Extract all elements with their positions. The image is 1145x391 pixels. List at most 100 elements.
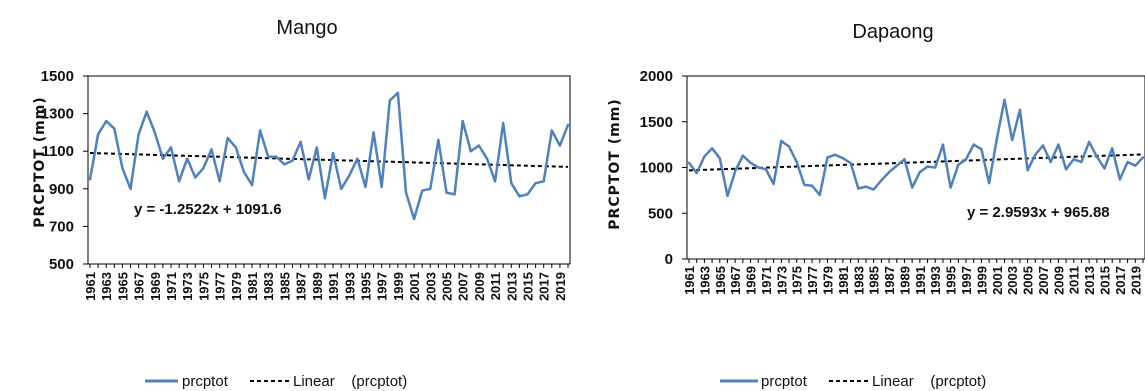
x-tick-label: 1961 xyxy=(682,266,697,295)
data-point xyxy=(964,158,968,161)
data-point xyxy=(926,165,929,168)
data-point xyxy=(177,180,181,183)
x-tick-label: 1993 xyxy=(342,272,357,301)
data-point xyxy=(1095,155,1099,158)
legend: prcptot Linear (prcptot) xyxy=(145,373,407,390)
data-point xyxy=(795,160,798,164)
data-point xyxy=(1126,160,1129,164)
x-tick-label: 2003 xyxy=(1005,266,1020,295)
data-point xyxy=(687,161,691,165)
data-point xyxy=(396,91,400,95)
data-point xyxy=(534,181,537,185)
data-point xyxy=(137,133,140,136)
data-point xyxy=(1134,164,1137,167)
x-tick-label: 1995 xyxy=(944,266,959,295)
data-point xyxy=(145,110,148,113)
data-point xyxy=(1080,160,1083,164)
data-point xyxy=(949,186,952,189)
data-point xyxy=(250,183,254,187)
data-point xyxy=(703,155,706,158)
y-tick-label: 1500 xyxy=(640,114,673,131)
data-point xyxy=(267,155,270,159)
x-tick-label: 2015 xyxy=(1098,266,1113,295)
data-point xyxy=(299,140,302,143)
x-tick-label: 1979 xyxy=(229,272,244,301)
data-point xyxy=(96,133,100,136)
data-point xyxy=(218,180,221,183)
data-point xyxy=(826,156,829,159)
x-tick-label: 2009 xyxy=(472,272,487,301)
data-point xyxy=(718,157,721,160)
data-point xyxy=(834,153,837,156)
data-point xyxy=(412,217,416,221)
x-tick-label: 1981 xyxy=(836,266,851,295)
data-point xyxy=(1049,160,1052,164)
data-point xyxy=(445,191,448,194)
data-point xyxy=(501,121,505,125)
x-tick-label: 1979 xyxy=(821,266,836,295)
data-point xyxy=(105,119,108,123)
data-point xyxy=(1041,144,1045,147)
x-tick-label: 1989 xyxy=(897,266,912,295)
data-point xyxy=(226,136,229,140)
legend: prcptot Linear (prcptot) xyxy=(720,373,986,390)
x-tick-label: 1973 xyxy=(180,272,195,301)
x-tick-label: 2013 xyxy=(504,272,519,301)
data-point xyxy=(857,187,860,190)
x-tick-label: 1987 xyxy=(882,266,897,295)
data-point xyxy=(161,157,165,160)
trendline-path xyxy=(89,152,569,168)
data-point xyxy=(153,131,157,134)
data-point xyxy=(1003,98,1006,101)
data-point xyxy=(510,181,513,185)
x-tick-label: 1985 xyxy=(277,272,292,301)
x-tick-label: 1983 xyxy=(261,272,276,301)
x-tick-label: 2019 xyxy=(1128,266,1143,295)
data-point xyxy=(1064,168,1068,171)
legend-label-trend: Linear (prcptot) xyxy=(293,373,407,390)
data-point xyxy=(275,155,278,159)
data-point xyxy=(234,146,238,149)
data-point xyxy=(695,171,698,175)
plot-area-frame xyxy=(87,75,571,265)
x-tick-label: 1969 xyxy=(744,266,759,295)
data-point xyxy=(872,188,875,191)
data-point xyxy=(388,99,391,102)
x-tick-label: 2005 xyxy=(439,272,454,301)
x-tick-label: 1981 xyxy=(245,272,260,301)
data-point xyxy=(469,150,472,153)
data-point xyxy=(995,137,998,141)
data-point xyxy=(1087,140,1091,144)
chart-panel-dapaong: Dapaong PRCPTOT (mm) 0 500 1000 1500 2000 19… xyxy=(575,0,1145,391)
y-tick-label: 500 xyxy=(648,205,673,222)
x-tick-label: 1997 xyxy=(959,266,974,295)
x-tick-label: 1969 xyxy=(148,272,163,301)
x-tick-label: 2001 xyxy=(990,266,1005,295)
x-tick-label: 1987 xyxy=(294,272,309,301)
data-point xyxy=(1018,108,1022,112)
legend-label-series: prcptot xyxy=(182,373,229,390)
data-point xyxy=(849,161,852,165)
data-point xyxy=(1057,143,1060,146)
data-point xyxy=(757,166,760,169)
y-tick-label: 2000 xyxy=(640,68,673,85)
data-point xyxy=(356,157,359,160)
data-point xyxy=(372,131,375,134)
data-point xyxy=(348,174,351,177)
y-axis-ticks: 500 700 900 1100 1300 1500 xyxy=(41,68,88,273)
data-point xyxy=(113,127,116,130)
data-point xyxy=(194,176,197,179)
data-point xyxy=(887,170,891,174)
data-point xyxy=(895,164,898,167)
data-point xyxy=(957,163,960,166)
data-point xyxy=(803,183,806,187)
data-point xyxy=(864,185,868,188)
data-point xyxy=(772,182,775,186)
data-point xyxy=(550,129,553,132)
y-tick-label: 700 xyxy=(49,218,74,235)
chart-title: Dapaong xyxy=(852,21,933,43)
x-axis-ticks: 1961 1963 1965 1967 1969 1971 1973 1975 1977 1979… xyxy=(83,264,569,301)
x-tick-label: 1965 xyxy=(115,272,130,301)
x-tick-label: 1971 xyxy=(759,266,774,295)
data-point xyxy=(364,185,367,189)
